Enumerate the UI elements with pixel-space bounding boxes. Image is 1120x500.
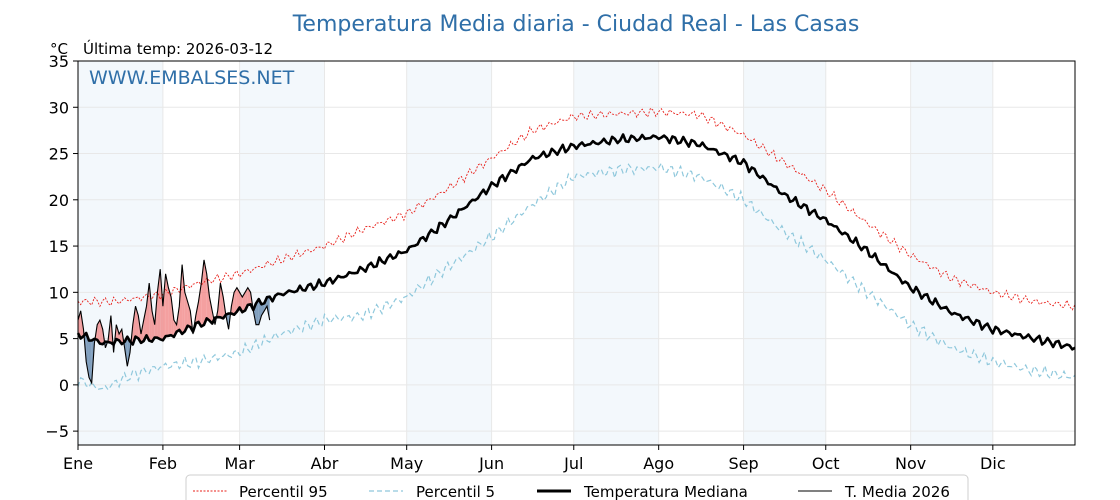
anomaly-above (97, 320, 100, 344)
y-axis: −5 0 5 10 15 20 25 30 35 (45, 52, 78, 441)
month-band-sep (743, 61, 826, 445)
anomaly-below (86, 332, 89, 378)
y-tick-label: 5 (59, 330, 69, 349)
legend-current-label: T. Media 2026 (844, 483, 950, 500)
legend-box (185, 474, 969, 500)
month-band-ene (78, 61, 163, 445)
x-tick-label-jun: Jun (478, 454, 504, 473)
x-tick-label-feb: Feb (149, 454, 177, 473)
plot-frame (77, 60, 1076, 446)
month-band-jul (573, 61, 659, 445)
anomaly-above (160, 269, 163, 341)
legend: Percentil 95 Percentil 5 Temperatura Med… (185, 474, 969, 500)
anomaly-above (168, 287, 172, 336)
anomaly-above (184, 292, 188, 332)
anomaly-above (206, 273, 210, 321)
series-percentil-5 (77, 161, 1076, 391)
anomaly-above (220, 283, 224, 319)
chart-title: Temperatura Media diaria - Ciudad Real -… (292, 12, 860, 37)
anomaly-above (242, 292, 246, 313)
anomaly-below (261, 303, 265, 316)
anomaly-above (201, 259, 204, 327)
anomaly-above (99, 320, 103, 345)
x-tick-label-may: May (390, 454, 423, 473)
anomaly-above (78, 310, 81, 339)
x-tick-label-abr: Abr (311, 454, 339, 473)
x-axis: Ene Feb Mar Abr May Jun Jul Ago Sep Oct Nov Dic (63, 445, 1006, 473)
x-tick-label-ene: Ene (63, 454, 93, 473)
series-t-media-2026 (77, 259, 271, 386)
series-temperatura-mediana (76, 133, 1076, 351)
month-band-mar (239, 61, 325, 445)
anomaly-above (182, 264, 185, 334)
anomaly-above (209, 296, 213, 324)
x-tick-label-nov: Nov (895, 454, 926, 473)
y-tick-label: 35 (49, 52, 69, 71)
anomaly-above (165, 273, 169, 337)
y-tick-label: 30 (49, 98, 69, 117)
anomaly-below (88, 340, 92, 384)
x-tick-label-jul: Jul (563, 454, 583, 473)
y-tick-label: 15 (49, 237, 69, 256)
anomaly-above (234, 287, 237, 315)
anomaly-above (151, 310, 155, 342)
anomaly-below (258, 299, 262, 325)
anomaly-below (127, 336, 131, 367)
month-band-nov (910, 61, 993, 445)
legend-p95-label: Percentil 95 (239, 483, 328, 500)
anomaly-above (187, 301, 191, 328)
x-tick-label-oct: Oct (812, 454, 840, 473)
y-axis-unit: °C (50, 40, 68, 58)
chart-series (76, 107, 1076, 391)
y-tick-label: 20 (49, 191, 69, 210)
x-tick-label-sep: Sep (729, 454, 759, 473)
x-tick-label-ago: Ago (643, 454, 674, 473)
y-tick-label: 25 (49, 145, 69, 164)
anomaly-above (143, 306, 147, 341)
series-percentil-95 (77, 107, 1076, 311)
y-tick-label: 0 (59, 376, 69, 395)
anomaly-above (236, 287, 240, 312)
month-band-may (406, 61, 492, 445)
last-temp-label: Última temp: 2026-03-12 (83, 39, 273, 58)
watermark: WWW.EMBALSES.NET (89, 67, 295, 89)
legend-median-label: Temperatura Mediana (583, 483, 748, 500)
anomaly-above (149, 283, 152, 342)
x-tick-label-dic: Dic (980, 454, 1006, 473)
anomaly-above (162, 273, 166, 341)
anomaly-above (146, 283, 150, 341)
anomaly-above (198, 283, 202, 327)
month-shading (78, 61, 993, 445)
x-tick-label-mar: Mar (225, 454, 256, 473)
anomaly-above (132, 306, 136, 345)
anomaly-above (203, 259, 207, 325)
y-tick-label: 10 (49, 283, 69, 302)
legend-p5-label: Percentil 5 (416, 483, 495, 500)
y-tick-label: −5 (45, 422, 69, 441)
anomaly-below (256, 299, 259, 325)
